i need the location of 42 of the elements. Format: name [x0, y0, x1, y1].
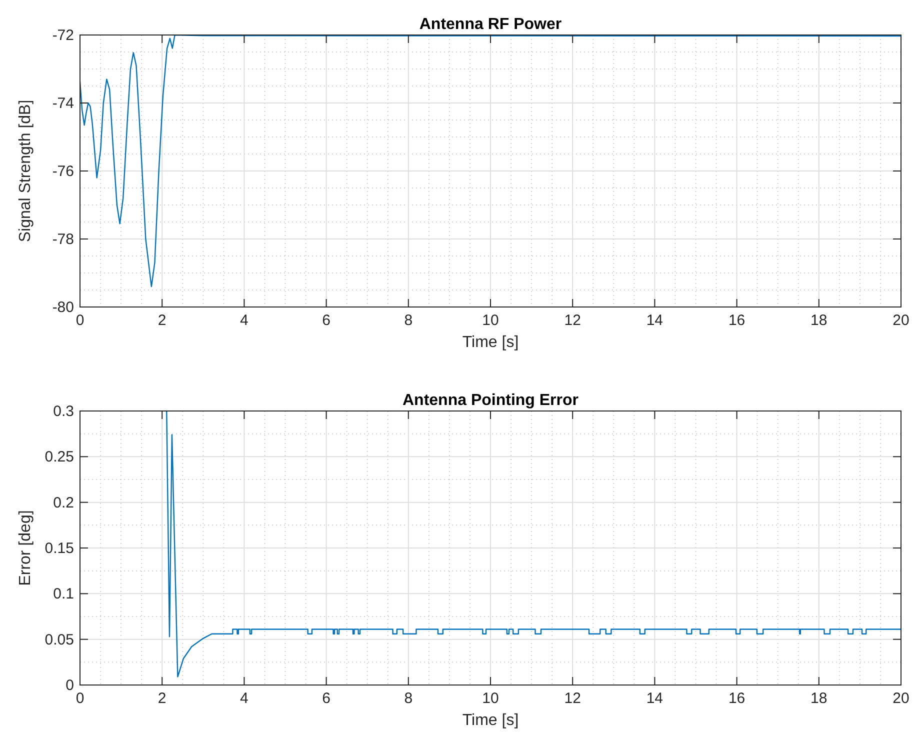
x-tick-label: 0: [76, 690, 84, 707]
line-series: [166, 411, 901, 678]
y-tick-label: -78: [52, 231, 74, 248]
x-tick-label: 6: [322, 312, 330, 329]
y-tick-label: -72: [52, 27, 74, 44]
y-axis-title: Signal Strength [dB]: [17, 100, 34, 242]
x-tick-label: 4: [240, 690, 248, 707]
y-tick-label: 0.3: [53, 403, 74, 420]
x-axis-title: Time [s]: [462, 712, 519, 729]
x-tick-label: 14: [646, 690, 664, 707]
x-tick-label: 4: [240, 312, 248, 329]
x-tick-label: 8: [404, 690, 413, 707]
x-tick-label: 2: [158, 690, 166, 707]
x-tick-label: 2: [158, 312, 166, 329]
y-tick-label: 0.2: [53, 494, 74, 512]
x-axis-title: Time [s]: [462, 334, 519, 351]
x-tick-label: 20: [892, 690, 910, 707]
y-tick-label: 0.15: [44, 540, 74, 557]
y-tick-label: -80: [52, 299, 74, 316]
x-tick-label: 12: [564, 690, 581, 707]
y-axis-title: Error [deg]: [17, 510, 34, 586]
y-tick-label: -76: [52, 163, 74, 180]
chart-title: Antenna Pointing Error: [402, 392, 578, 409]
x-tick-label: 10: [482, 312, 499, 329]
x-tick-label: 18: [810, 690, 828, 707]
x-tick-label: 8: [404, 312, 413, 329]
x-tick-label: 12: [564, 312, 581, 329]
y-tick-label: 0.25: [44, 448, 74, 466]
x-tick-label: 6: [322, 690, 330, 707]
chart-title: Antenna RF Power: [419, 16, 562, 33]
x-tick-label: 18: [810, 312, 828, 329]
x-tick-label: 20: [892, 312, 910, 329]
y-tick-label: 0.05: [44, 631, 74, 648]
y-tick-label: -74: [52, 95, 74, 112]
x-tick-label: 16: [728, 312, 746, 329]
y-tick-label: 0: [66, 677, 74, 694]
x-tick-label: 16: [728, 690, 746, 707]
line-series: [80, 35, 901, 288]
y-tick-label: 0.1: [53, 586, 74, 603]
x-tick-label: 0: [76, 312, 84, 329]
x-tick-label: 14: [646, 312, 664, 329]
x-tick-label: 10: [482, 690, 499, 707]
